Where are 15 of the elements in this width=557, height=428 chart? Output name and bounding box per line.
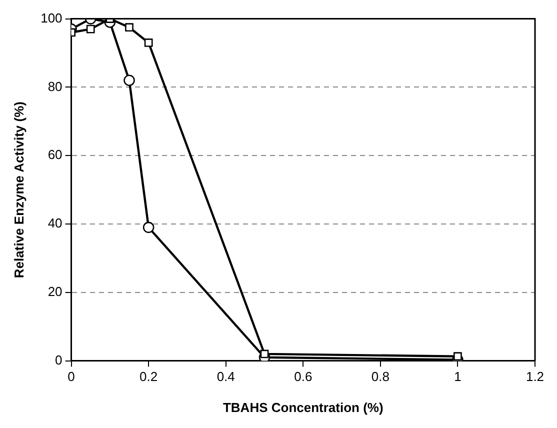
y-tick-label: 20	[48, 284, 62, 299]
x-tick-label: 0.8	[371, 369, 390, 384]
x-tick-label: 0.2	[140, 369, 158, 384]
y-tick-label: 80	[48, 78, 62, 94]
x-axis-title: TBAHS Concentration (%)	[222, 400, 384, 415]
y-tick-label: 100	[40, 10, 62, 26]
y-tick-label: 0	[55, 352, 62, 368]
y-tick-label: 40	[48, 216, 62, 231]
x-tick-label: 0.6	[294, 369, 312, 384]
y-axis-title: Relative Enzyme Activity (%)	[11, 102, 26, 278]
x-tick-label: 1	[454, 369, 462, 384]
x-tick-label: 0.4	[216, 369, 235, 384]
y-tick-label: 60	[48, 147, 62, 162]
x-tick-label: 1.2	[526, 369, 544, 384]
x-tick-label: 0	[68, 369, 75, 384]
